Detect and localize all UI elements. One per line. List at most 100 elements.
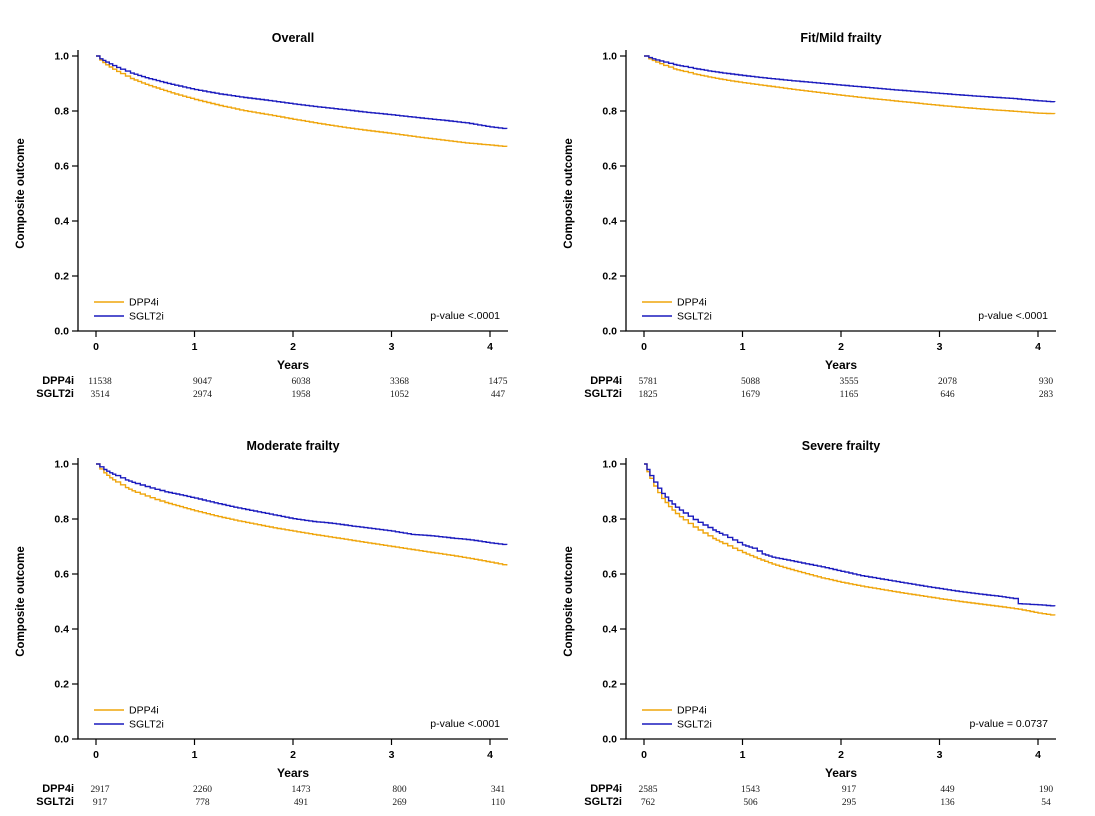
- panel-title: Fit/Mild frailty: [800, 31, 881, 45]
- series-line-dpp4i: [96, 463, 508, 566]
- x-tick-label: 1: [192, 341, 198, 353]
- series-line-sglt2i: [644, 55, 1056, 103]
- risk-row-label: SGLT2i: [584, 796, 622, 808]
- km-panel-severe: Severe frailty Composite outcome 0.0 0.2 0.4…: [563, 439, 1056, 808]
- risk-count: 6038: [292, 377, 311, 387]
- risk-count: 930: [1039, 377, 1054, 387]
- p-value-text: p-value <.0001: [978, 310, 1048, 322]
- x-tick-label: 1: [740, 749, 746, 761]
- risk-count: 295: [842, 798, 857, 808]
- y-tick-label: 0.2: [602, 679, 617, 691]
- x-tick-label: 2: [290, 341, 296, 353]
- x-tick-label: 0: [641, 749, 647, 761]
- series-line-sglt2i: [644, 463, 1056, 607]
- x-tick-label: 4: [1035, 749, 1041, 761]
- legend-label: SGLT2i: [129, 311, 164, 323]
- risk-row-label: DPP4i: [42, 375, 74, 387]
- y-tick-label: 0.4: [54, 624, 69, 636]
- risk-count: 3555: [840, 377, 859, 387]
- risk-count: 1679: [741, 390, 760, 400]
- y-axis-label: Composite outcome: [563, 546, 575, 657]
- risk-count: 136: [940, 798, 955, 808]
- risk-row-label: DPP4i: [42, 783, 74, 795]
- risk-row-label: SGLT2i: [36, 388, 74, 400]
- legend-label: SGLT2i: [677, 311, 712, 323]
- risk-count: 3514: [91, 390, 110, 400]
- risk-row-label: SGLT2i: [584, 388, 622, 400]
- risk-count: 1052: [390, 390, 409, 400]
- y-axis-label: Composite outcome: [15, 138, 27, 249]
- y-tick-label: 0.8: [602, 106, 617, 118]
- risk-count: 5781: [639, 377, 658, 387]
- axes-lines: [625, 458, 1056, 740]
- x-tick-label: 3: [937, 749, 943, 761]
- x-axis-label: Years: [825, 358, 857, 372]
- risk-count: 506: [743, 798, 758, 808]
- y-tick-label: 1.0: [602, 459, 617, 471]
- x-tick-label: 2: [290, 749, 296, 761]
- panel-title: Moderate frailty: [246, 439, 339, 453]
- risk-count: 917: [842, 785, 857, 795]
- y-tick-label: 0.2: [54, 271, 69, 283]
- series-line-dpp4i: [96, 55, 508, 147]
- risk-count: 778: [195, 798, 210, 808]
- y-tick-label: 0.0: [602, 326, 617, 338]
- legend-label: DPP4i: [129, 297, 159, 309]
- y-axis-label: Composite outcome: [563, 138, 575, 249]
- y-tick-label: 0.0: [54, 326, 69, 338]
- x-tick-label: 4: [487, 749, 493, 761]
- x-tick-label: 2: [838, 341, 844, 353]
- y-tick-label: 1.0: [602, 51, 617, 63]
- risk-count: 341: [491, 785, 506, 795]
- risk-count: 1958: [292, 390, 311, 400]
- risk-count: 190: [1039, 785, 1054, 795]
- risk-count: 762: [641, 798, 656, 808]
- risk-count: 646: [940, 390, 955, 400]
- y-tick-label: 0.6: [602, 161, 617, 173]
- x-tick-label: 1: [740, 341, 746, 353]
- risk-count: 491: [294, 798, 309, 808]
- risk-count: 9047: [193, 377, 212, 387]
- x-tick-label: 4: [487, 341, 493, 353]
- risk-count: 2078: [938, 377, 957, 387]
- x-tick-label: 3: [389, 341, 395, 353]
- risk-count: 2260: [193, 785, 212, 795]
- y-tick-label: 1.0: [54, 459, 69, 471]
- x-axis-label: Years: [277, 766, 309, 780]
- risk-count: 1543: [741, 785, 760, 795]
- risk-count: 2917: [91, 785, 110, 795]
- risk-row-label: SGLT2i: [36, 796, 74, 808]
- risk-count: 54: [1041, 798, 1051, 808]
- y-tick-label: 0.6: [54, 569, 69, 581]
- risk-count: 283: [1039, 390, 1054, 400]
- x-tick-label: 3: [937, 341, 943, 353]
- risk-count: 917: [93, 798, 108, 808]
- x-tick-label: 3: [389, 749, 395, 761]
- risk-row-label: DPP4i: [590, 375, 622, 387]
- y-tick-label: 0.4: [602, 216, 617, 228]
- panel-title: Severe frailty: [802, 439, 881, 453]
- axes-lines: [77, 458, 508, 740]
- risk-count: 2974: [193, 390, 212, 400]
- risk-count: 11538: [88, 377, 112, 387]
- risk-row-label: DPP4i: [590, 783, 622, 795]
- risk-count: 110: [491, 798, 505, 808]
- p-value-text: p-value = 0.0737: [969, 718, 1048, 730]
- axes-lines: [77, 50, 508, 332]
- axes-lines: [625, 50, 1056, 332]
- legend-label: DPP4i: [677, 705, 707, 717]
- series-line-sglt2i: [96, 55, 508, 130]
- series-line-dpp4i: [644, 55, 1056, 115]
- y-axis-label: Composite outcome: [15, 546, 27, 657]
- risk-count: 2585: [639, 785, 658, 795]
- risk-count: 5088: [741, 377, 760, 387]
- p-value-text: p-value <.0001: [430, 718, 500, 730]
- risk-count: 1165: [840, 390, 859, 400]
- km-panel-fit-mild: Fit/Mild frailty Composite outcome 0.0 0.2 0…: [563, 31, 1056, 400]
- legend-label: SGLT2i: [677, 719, 712, 731]
- y-tick-label: 0.8: [54, 106, 69, 118]
- y-tick-label: 0.2: [602, 271, 617, 283]
- y-tick-label: 0.4: [602, 624, 617, 636]
- y-tick-label: 0.8: [54, 514, 69, 526]
